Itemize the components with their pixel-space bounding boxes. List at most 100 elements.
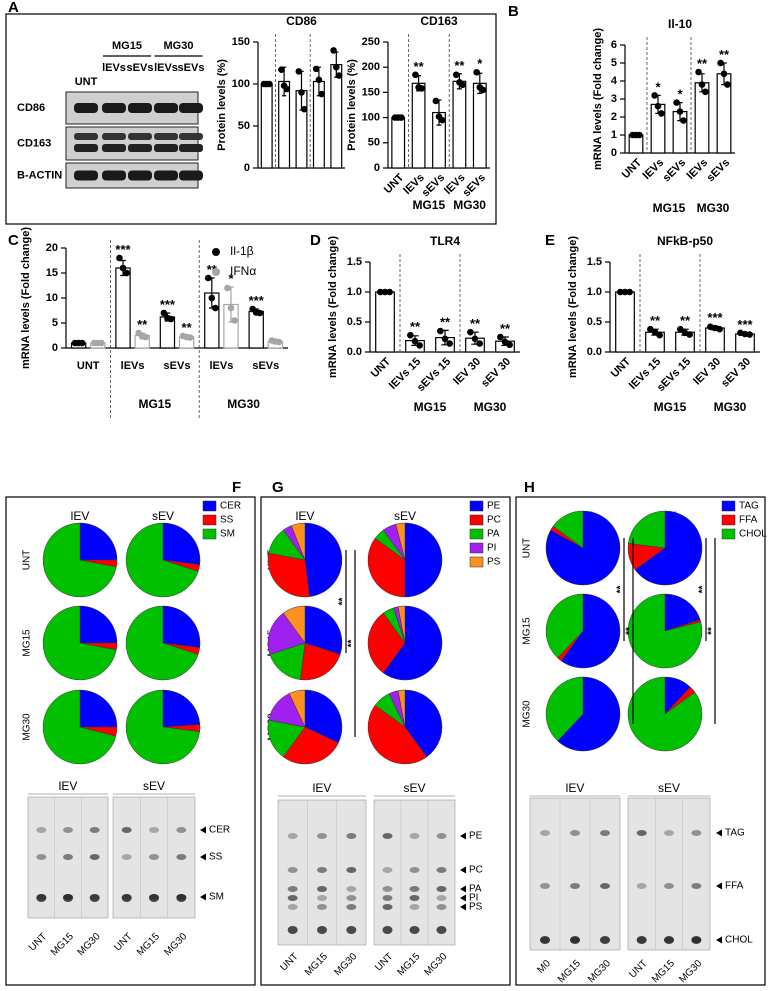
- x-tick-label: sEVs 15: [415, 356, 453, 394]
- blot-band: [128, 144, 152, 152]
- pie-slice: [397, 689, 406, 728]
- data-point: [452, 71, 460, 79]
- tlc-spot: [346, 833, 357, 839]
- tlc-spot: [664, 936, 674, 944]
- bar: [115, 267, 131, 349]
- legend-label: Il-1β: [230, 244, 254, 258]
- legend-swatch: [721, 514, 736, 526]
- pie-slice: [300, 642, 341, 681]
- y-tick-label: 0: [52, 342, 58, 354]
- data-point: [476, 340, 483, 347]
- y-tick-label: 1.5: [587, 256, 602, 268]
- tlc-spot: [176, 854, 187, 860]
- y-tick-label: 3: [611, 93, 617, 105]
- pie-slice: [269, 642, 306, 680]
- y-tick-label: 150: [232, 36, 250, 48]
- tlc-spot: [317, 926, 327, 934]
- tlc-spot: [691, 830, 702, 836]
- y-tick-label: 0.0: [587, 346, 602, 358]
- legend-swatch: [212, 268, 220, 276]
- plate-header: lEV: [313, 781, 332, 795]
- marker-label: CER: [209, 825, 230, 836]
- pie-slice: [125, 605, 199, 681]
- tlc-spot: [636, 936, 647, 944]
- data-point: [381, 288, 389, 296]
- bar: [330, 64, 343, 169]
- y-tick-label: 50: [238, 120, 250, 132]
- data-point: [186, 334, 194, 341]
- data-point: [695, 68, 702, 76]
- tlc-spot: [346, 926, 357, 934]
- row-label: CD86: [17, 102, 45, 114]
- legend-swatch: [469, 514, 484, 526]
- tlc-spot: [36, 827, 47, 833]
- data-point: [398, 114, 405, 121]
- tlc-spot: [436, 904, 447, 910]
- pie-slice: [557, 676, 621, 752]
- bar: [411, 82, 426, 169]
- chart-title: NFkB-p50: [657, 234, 713, 248]
- data-point: [636, 131, 643, 139]
- y-tick-label: 1.5: [347, 256, 362, 268]
- x-tick-label: sEVs: [420, 172, 448, 200]
- lane-label: sEVs: [127, 62, 154, 74]
- data-point: [407, 331, 414, 339]
- tlc-spot: [63, 854, 73, 860]
- group-label: MG15: [653, 201, 686, 215]
- lane-label: MG15: [650, 958, 677, 985]
- data-point: [416, 342, 423, 349]
- tlc-spot: [121, 894, 132, 902]
- data-point: [315, 76, 323, 84]
- marker-label: PC: [469, 865, 483, 876]
- data-point: [432, 97, 440, 105]
- y-axis-label: mRNA levels (Fold change): [327, 236, 339, 378]
- tlc-spot: [346, 867, 357, 873]
- y-tick-label: 4: [611, 75, 618, 87]
- data-point: [441, 335, 449, 343]
- legend-label: PA: [487, 529, 500, 540]
- panel-letter: D: [310, 232, 321, 249]
- y-tick-label: 15: [46, 267, 58, 279]
- significance-star: ***: [160, 297, 176, 312]
- column-label: sEV: [394, 509, 416, 523]
- y-tick-label: 2: [611, 111, 617, 123]
- blot-band: [154, 170, 178, 181]
- tlc-spot: [287, 895, 298, 901]
- tlc-spot: [691, 883, 702, 889]
- pie-slice: [404, 522, 443, 598]
- chart-title: CD86: [286, 14, 317, 28]
- y-tick-label: 0.0: [347, 346, 362, 358]
- significance-star: **: [182, 320, 193, 335]
- data-point: [473, 68, 480, 76]
- lane-label: UNT: [112, 931, 134, 953]
- significance-star: *: [228, 271, 234, 286]
- column-label: sEV: [152, 509, 174, 523]
- y-tick-label: 100: [362, 112, 380, 124]
- x-tick-label: sEVs: [705, 157, 733, 185]
- tlc-spot: [63, 894, 73, 902]
- legend-swatch: [202, 500, 217, 512]
- data-point: [142, 333, 150, 341]
- data-point: [651, 92, 658, 99]
- y-tick-label: 0: [374, 162, 380, 174]
- significance-star: *: [477, 56, 483, 71]
- column-label: lEV: [296, 509, 315, 523]
- data-point: [123, 269, 130, 277]
- group-label: MG15: [412, 198, 445, 212]
- y-tick-label: 150: [362, 86, 380, 98]
- row-label: MG15: [22, 629, 33, 657]
- tlc-spot: [149, 894, 159, 902]
- panel-letter: E: [545, 232, 555, 249]
- tlc-plate: [627, 797, 711, 951]
- tlc-spot: [382, 904, 393, 910]
- data-point: [204, 274, 212, 282]
- row-label: UNT: [522, 538, 533, 559]
- pie-slice: [162, 522, 201, 565]
- tlc-spot: [600, 830, 610, 836]
- lane-label: UNT: [627, 958, 649, 980]
- marker-arrow: [200, 826, 206, 834]
- tlc-spot: [382, 895, 393, 901]
- data-point: [119, 264, 127, 272]
- lane-label: MG30: [677, 958, 704, 985]
- significance-star: ***: [249, 293, 265, 308]
